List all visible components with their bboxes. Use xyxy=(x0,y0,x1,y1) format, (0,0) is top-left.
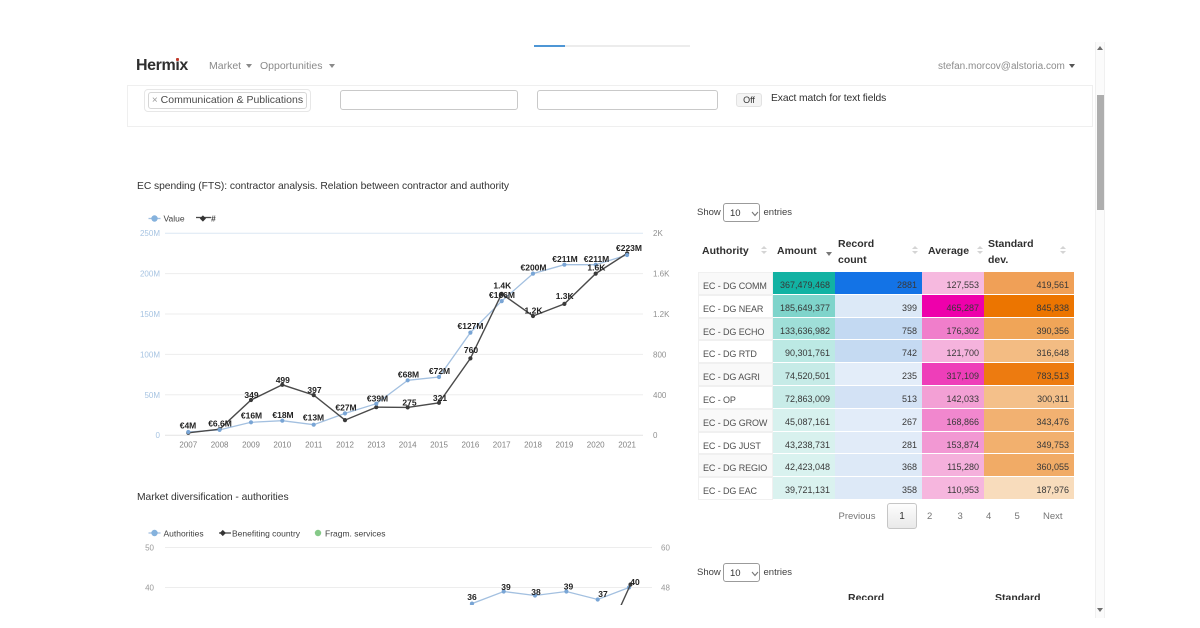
svg-text:#: # xyxy=(211,214,216,224)
svg-text:0: 0 xyxy=(653,431,658,440)
svg-text:€72M: €72M xyxy=(429,366,450,376)
svg-text:800: 800 xyxy=(653,350,667,359)
svg-text:50: 50 xyxy=(145,544,154,553)
svg-text:36: 36 xyxy=(467,592,477,602)
svg-text:100M: 100M xyxy=(140,350,160,359)
svg-text:2021: 2021 xyxy=(618,441,636,450)
svg-text:2013: 2013 xyxy=(367,441,385,450)
svg-text:2016: 2016 xyxy=(462,441,480,450)
svg-text:0: 0 xyxy=(156,431,161,440)
svg-text:1.4K: 1.4K xyxy=(493,281,512,291)
svg-text:€166M: €166M xyxy=(489,290,515,300)
svg-text:250M: 250M xyxy=(140,229,160,238)
svg-text:2012: 2012 xyxy=(336,441,354,450)
svg-text:€16M: €16M xyxy=(241,410,262,420)
svg-text:Benefiting country: Benefiting country xyxy=(232,529,301,539)
svg-text:2018: 2018 xyxy=(524,441,542,450)
svg-text:48: 48 xyxy=(661,584,670,593)
svg-text:€4M: €4M xyxy=(180,420,197,430)
svg-text:2011: 2011 xyxy=(305,441,323,450)
svg-text:€13M: €13M xyxy=(303,412,324,422)
svg-text:€27M: €27M xyxy=(335,403,356,413)
svg-text:1.6K: 1.6K xyxy=(653,270,670,279)
svg-text:397: 397 xyxy=(307,385,321,395)
svg-text:€6.6M: €6.6M xyxy=(208,418,232,428)
svg-text:€211M: €211M xyxy=(552,254,578,264)
svg-text:2010: 2010 xyxy=(273,441,291,450)
svg-text:2017: 2017 xyxy=(493,441,511,450)
svg-text:40: 40 xyxy=(145,584,154,593)
svg-text:€211M: €211M xyxy=(584,254,610,264)
svg-text:€200M: €200M xyxy=(521,262,547,272)
svg-text:2009: 2009 xyxy=(242,441,260,450)
svg-text:€127M: €127M xyxy=(458,321,484,331)
svg-text:321: 321 xyxy=(433,393,447,403)
svg-text:37: 37 xyxy=(598,589,608,599)
svg-text:760: 760 xyxy=(464,345,478,355)
svg-text:2014: 2014 xyxy=(399,441,417,450)
svg-text:499: 499 xyxy=(276,375,290,385)
svg-text:2K: 2K xyxy=(653,229,663,238)
svg-text:€223M: €223M xyxy=(616,243,642,253)
svg-text:39: 39 xyxy=(564,582,574,592)
svg-text:1.2K: 1.2K xyxy=(653,310,670,319)
svg-text:349: 349 xyxy=(244,390,258,400)
svg-text:400: 400 xyxy=(653,391,667,400)
svg-text:€68M: €68M xyxy=(398,369,419,379)
svg-text:2008: 2008 xyxy=(211,441,229,450)
svg-text:1.6K: 1.6K xyxy=(587,262,606,272)
svg-text:60: 60 xyxy=(661,544,670,553)
svg-text:1.3K: 1.3K xyxy=(556,291,575,301)
svg-text:1.2K: 1.2K xyxy=(525,306,544,316)
svg-text:38: 38 xyxy=(531,587,541,597)
svg-text:50M: 50M xyxy=(144,391,160,400)
svg-text:Fragm. services: Fragm. services xyxy=(325,529,385,539)
svg-text:150M: 150M xyxy=(140,310,160,319)
svg-text:2019: 2019 xyxy=(556,441,574,450)
svg-text:2007: 2007 xyxy=(179,441,197,450)
svg-text:€39M: €39M xyxy=(367,393,388,403)
svg-text:Value: Value xyxy=(164,214,185,224)
svg-text:2020: 2020 xyxy=(587,441,605,450)
svg-text:Authorities: Authorities xyxy=(164,529,204,539)
svg-text:275: 275 xyxy=(402,397,416,407)
svg-text:40: 40 xyxy=(630,577,640,587)
svg-text:200M: 200M xyxy=(140,270,160,279)
svg-text:39: 39 xyxy=(501,582,511,592)
svg-text:2015: 2015 xyxy=(430,441,448,450)
svg-text:€18M: €18M xyxy=(272,410,293,420)
